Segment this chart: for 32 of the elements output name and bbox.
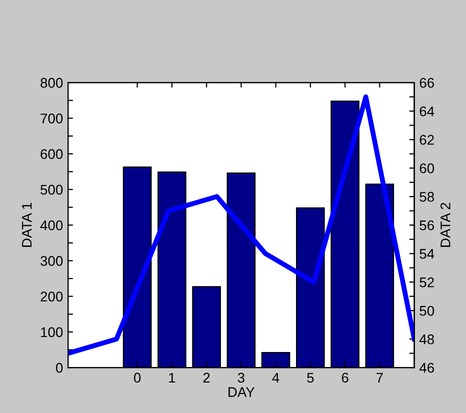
- x-tick-label: 4: [272, 372, 280, 382]
- y2-tick-label: 64: [420, 106, 434, 116]
- x-tick-label: 2: [203, 372, 210, 382]
- x-tick-label: 6: [342, 372, 348, 383]
- line-series: [68, 94, 414, 356]
- y-tick-label: 500: [40, 184, 63, 195]
- x-tick-label: 1: [169, 372, 176, 382]
- y2-tick-label: 58: [420, 192, 434, 202]
- y2-axis-title: DATA 2: [440, 202, 450, 247]
- y-tick-label: 300: [40, 256, 63, 266]
- x-tick-label: 0: [134, 372, 141, 383]
- y-tick-label: 700: [40, 114, 63, 124]
- x-axis-title: DAY: [228, 387, 255, 397]
- y2-tick-label: 66: [420, 78, 434, 88]
- x-tick-label: 5: [307, 372, 314, 383]
- y-tick-label: 200: [40, 292, 63, 302]
- x-tick-label: 3: [238, 372, 244, 383]
- y-tick-label: 600: [40, 149, 63, 160]
- y-tick-label: 100: [41, 327, 63, 338]
- y2-tick-label: 62: [420, 134, 434, 145]
- y-axis-title: DATA 1: [22, 202, 32, 247]
- y-tick-label: 400: [40, 220, 63, 230]
- y-tick-label: 0: [56, 362, 63, 373]
- y2-tick-label: 56: [420, 220, 434, 230]
- y2-tick-label: 46: [419, 362, 434, 373]
- y2-tick-label: 54: [420, 249, 434, 259]
- y2-tick-label: 60: [420, 163, 434, 174]
- y2-tick-label: 52: [420, 277, 434, 288]
- y-tick-label: 800: [40, 78, 63, 88]
- x-tick-label: 7: [376, 372, 383, 382]
- y2-tick-label: 50: [420, 306, 434, 316]
- y2-tick-label: 48: [419, 334, 434, 344]
